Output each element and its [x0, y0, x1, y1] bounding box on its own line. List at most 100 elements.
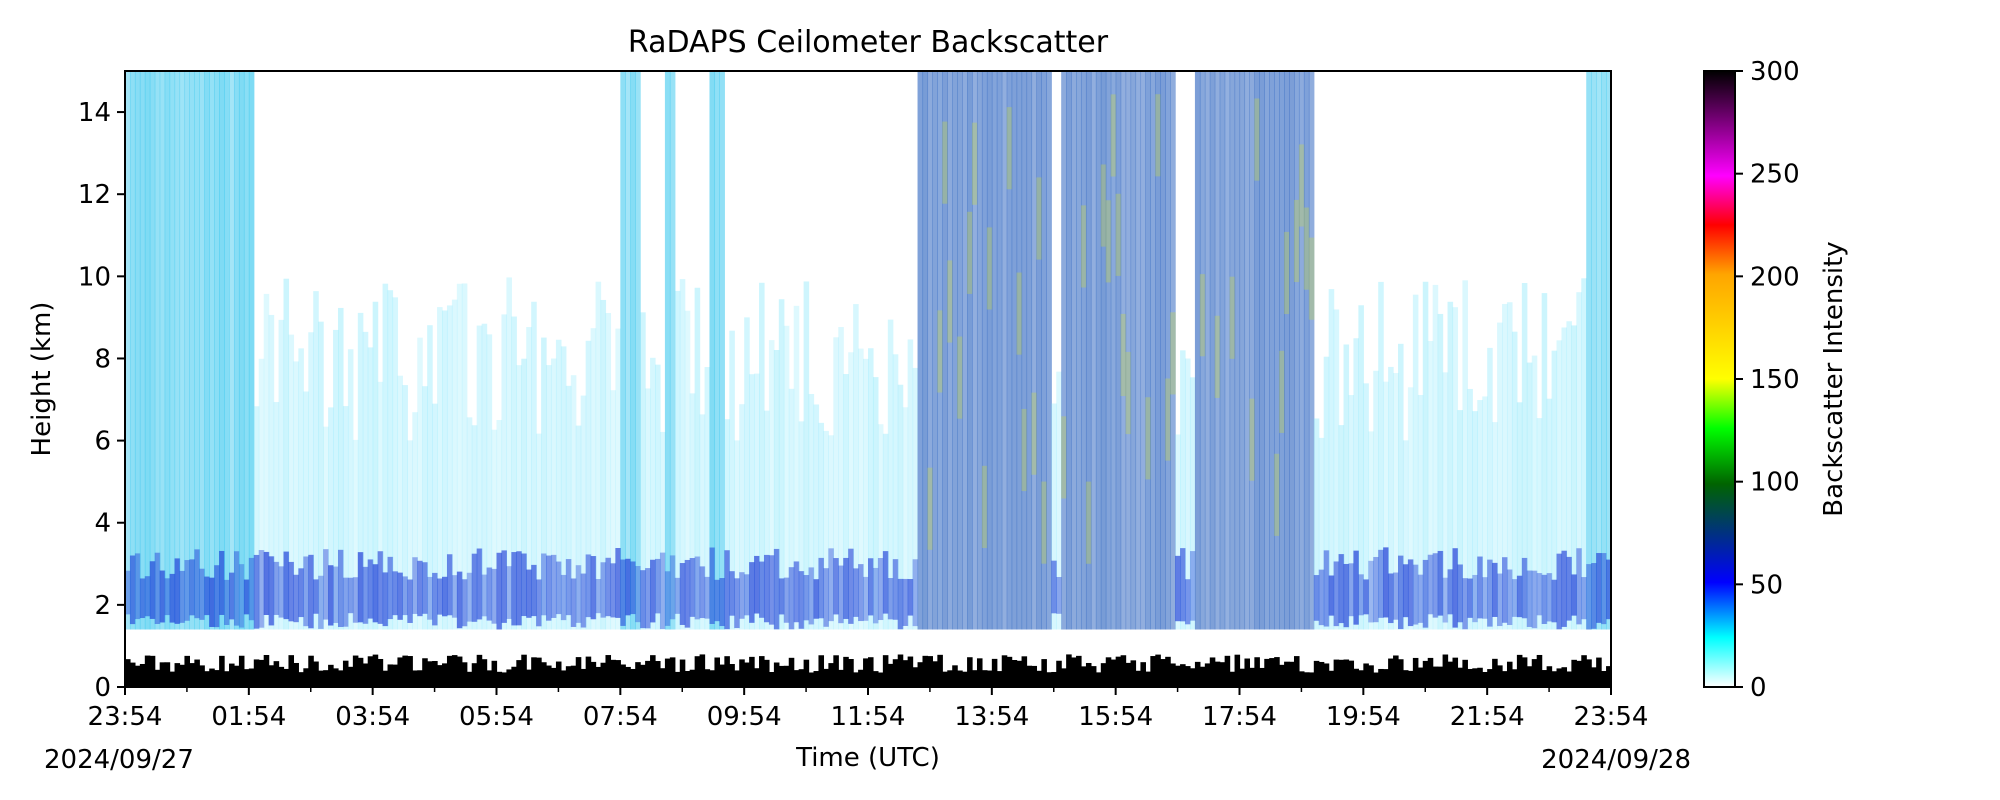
aerosol-layer: [729, 571, 735, 616]
aerosol-layer: [699, 566, 706, 619]
near-ground-signal: [699, 654, 706, 687]
near-ground-signal: [1606, 666, 1611, 687]
aerosol-layer: [149, 561, 156, 619]
backscatter-column: [189, 71, 195, 630]
near-ground-signal: [516, 660, 522, 687]
backscatter-column: [253, 406, 260, 630]
near-ground-signal: [521, 654, 527, 687]
near-ground-signal: [352, 655, 359, 687]
backscatter-column: [575, 425, 582, 630]
aerosol-layer: [674, 577, 681, 614]
near-ground-signal: [134, 665, 141, 687]
aerosol-layer: [1447, 569, 1454, 615]
near-ground-signal: [1209, 657, 1216, 687]
aerosol-layer: [1333, 561, 1340, 627]
near-ground-signal: [907, 656, 914, 687]
backscatter-column: [1393, 373, 1399, 630]
aerosol-layer: [759, 561, 765, 618]
backscatter-column: [1239, 71, 1246, 630]
near-ground-signal: [164, 662, 171, 687]
aerosol-layer: [1398, 555, 1404, 630]
x-tick-label: 17:54: [1202, 702, 1277, 732]
near-ground-signal: [293, 662, 299, 687]
backscatter-column: [1219, 71, 1226, 630]
backscatter-column: [759, 282, 765, 630]
backscatter-column: [1606, 71, 1611, 630]
backscatter-column: [724, 419, 730, 630]
aerosol-layer: [788, 567, 795, 630]
near-ground-signal: [486, 670, 493, 687]
backscatter-column: [1556, 340, 1563, 630]
aerosol-layer: [451, 575, 458, 618]
backscatter-column: [1185, 358, 1191, 630]
noise-speckle: [1105, 200, 1112, 283]
near-ground-signal: [298, 672, 304, 687]
backscatter-column: [1175, 434, 1181, 630]
aerosol-layer: [669, 555, 676, 620]
y-axis-label: Height (km): [27, 302, 57, 457]
near-ground-signal: [1185, 666, 1191, 687]
near-ground-signal: [1031, 665, 1038, 687]
aerosol-layer: [174, 558, 181, 624]
near-ground-signal: [679, 659, 686, 687]
aerosol-layer: [496, 552, 503, 630]
noise-speckle: [1016, 272, 1023, 355]
backscatter-column: [471, 425, 478, 630]
near-ground-signal: [407, 656, 413, 687]
aerosol-layer: [848, 548, 854, 624]
backscatter-column: [1541, 293, 1548, 630]
aerosol-layer: [853, 568, 859, 617]
near-ground-signal: [570, 665, 577, 687]
near-ground-signal: [981, 670, 988, 687]
aerosol-layer: [204, 576, 210, 616]
backscatter-column: [1259, 71, 1265, 630]
noise-speckle: [957, 336, 963, 419]
backscatter-column: [1546, 398, 1553, 630]
backscatter-column: [229, 71, 235, 630]
backscatter-column: [427, 325, 433, 630]
near-ground-signal: [328, 664, 334, 687]
backscatter-column: [570, 375, 577, 630]
aerosol-layer: [184, 560, 190, 621]
noise-speckle: [1061, 416, 1067, 499]
x-tick-label: 13:54: [954, 702, 1029, 732]
aerosol-layer: [1338, 554, 1345, 624]
backscatter-column: [645, 388, 651, 630]
near-ground-signal: [402, 655, 408, 687]
backscatter-column: [293, 361, 299, 630]
backscatter-column: [1601, 71, 1607, 630]
backscatter-column: [134, 71, 141, 630]
near-ground-signal: [1561, 667, 1568, 687]
near-ground-signal: [1447, 661, 1454, 687]
backscatter-column: [402, 385, 408, 630]
aerosol-layer: [1348, 563, 1355, 617]
aerosol-layer: [402, 576, 408, 616]
backscatter-column: [1076, 71, 1082, 630]
near-ground-signal: [1586, 659, 1592, 687]
backscatter-column: [1046, 71, 1052, 630]
near-ground-signal: [446, 655, 453, 687]
aerosol-layer: [1526, 570, 1533, 627]
noise-speckle: [942, 121, 948, 204]
backscatter-column: [1100, 71, 1107, 630]
near-ground-signal: [1239, 668, 1246, 687]
backscatter-column: [333, 329, 339, 630]
backscatter-column: [1531, 355, 1538, 630]
near-ground-signal: [1259, 667, 1265, 687]
backscatter-column: [1353, 338, 1359, 630]
backscatter-column: [382, 283, 389, 630]
backscatter-column: [684, 310, 691, 630]
near-ground-signal: [238, 655, 245, 687]
x-tick-label: 11:54: [831, 702, 906, 732]
backscatter-column: [858, 348, 864, 630]
aerosol-layer: [744, 574, 750, 616]
y-tick-label: 14: [78, 98, 111, 128]
near-ground-signal: [709, 670, 716, 687]
backscatter-column: [451, 299, 458, 630]
noise-speckle: [1155, 94, 1161, 177]
backscatter-column: [773, 349, 780, 630]
aerosol-layer: [560, 574, 567, 621]
noise-speckle: [1284, 231, 1290, 315]
x-axis-label: Time (UTC): [795, 743, 940, 773]
colorbar-tick-label: 250: [1750, 160, 1800, 190]
